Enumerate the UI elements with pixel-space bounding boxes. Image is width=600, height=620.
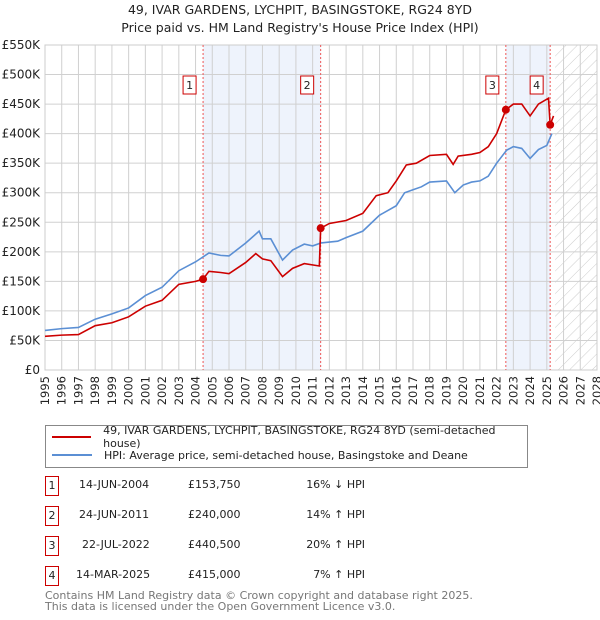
sale-label-box — [485, 75, 500, 95]
sale-number: 1 — [45, 476, 59, 496]
y-tick-label: £0 — [25, 363, 40, 377]
sale-number: 3 — [45, 536, 59, 556]
x-tick-label: 1997 — [71, 376, 85, 405]
sale-point — [546, 120, 555, 129]
sale-hpi-diff: 7% ↑ HPI — [313, 568, 365, 581]
x-tick-label: 2013 — [339, 376, 353, 405]
sale-label: 1 — [186, 79, 193, 92]
x-tick-label: 2026 — [557, 376, 571, 405]
sale-date: 22-JUL-2022 — [82, 538, 150, 551]
y-tick-label: £200K — [2, 245, 42, 259]
x-tick-label: 2023 — [506, 376, 520, 405]
sale-price: £440,500 — [188, 538, 241, 551]
x-tick-label: 1996 — [55, 376, 69, 405]
sale-price: £240,000 — [188, 508, 241, 521]
sale-row: 4 14-MAR-2025 £415,000 7% ↑ HPI — [45, 566, 445, 586]
x-tick-label: 1999 — [105, 376, 119, 405]
x-tick-label: 2027 — [573, 376, 587, 405]
x-tick-label: 2004 — [189, 376, 203, 405]
legend-swatch-hpi — [52, 454, 92, 456]
chart-subtitle: Price paid vs. HM Land Registry's House … — [121, 20, 479, 35]
x-tick-label: 2018 — [423, 376, 437, 405]
property-line — [44, 96, 555, 338]
sale-date: 14-MAR-2025 — [76, 568, 151, 581]
sale-label: 3 — [489, 79, 496, 92]
sale-row: 3 22-JUL-2022 £440,500 20% ↑ HPI — [45, 536, 445, 556]
x-tick-label: 2014 — [356, 376, 370, 405]
sale-hpi-diff: 20% ↑ HPI — [306, 538, 365, 551]
shaded-period — [203, 45, 321, 370]
chart-title: 49, IVAR GARDENS, LYCHPIT, BASINGSTOKE, … — [127, 2, 473, 17]
legend-property: 49, IVAR GARDENS, LYCHPIT, BASINGSTOKE, … — [103, 424, 496, 450]
sale-number: 2 — [45, 506, 59, 526]
x-tick-label: 2016 — [389, 376, 403, 405]
x-tick-label: 2025 — [540, 376, 554, 405]
footer-line1: Contains HM Land Registry data © Crown c… — [45, 589, 473, 602]
x-tick-label: 2010 — [289, 376, 303, 405]
x-tick-label: 2000 — [122, 376, 136, 405]
x-tick-label: 1998 — [88, 376, 102, 405]
price-chart: 1995 1996 1997 1998 1999 2000 2001 2002 2003 2004… — [2, 38, 600, 405]
x-tick-label: 2028 — [590, 376, 600, 405]
legend-swatch-property — [52, 436, 92, 438]
sale-row: 2 24-JUN-2011 £240,000 14% ↑ HPI — [45, 506, 445, 526]
sale-label-box — [300, 75, 315, 95]
y-tick-label: £350K — [2, 156, 42, 170]
x-tick-label: 2009 — [272, 376, 286, 405]
legend: 49, IVAR GARDENS, LYCHPIT, BASINGSTOKE, … — [45, 424, 528, 468]
x-tick-label: 2012 — [322, 376, 336, 405]
x-tick-label: 2024 — [523, 376, 537, 405]
x-tick-label: 2022 — [490, 376, 504, 405]
x-tick-label: 2002 — [155, 376, 169, 405]
sale-point — [316, 224, 325, 233]
y-tick-label: £300K — [2, 186, 42, 200]
y-tick-label: £50K — [9, 333, 41, 347]
y-tick-label: £450K — [2, 97, 42, 111]
sale-hpi-diff: 14% ↑ HPI — [306, 508, 365, 521]
sale-label: 4 — [533, 79, 540, 92]
x-tick-label: 2005 — [205, 376, 219, 405]
sale-point — [501, 105, 510, 114]
footer: Contains HM Land Registry data © Crown c… — [45, 590, 473, 612]
x-tick-label: 2006 — [222, 376, 236, 405]
x-tick-label: 2017 — [406, 376, 420, 405]
x-tick-label: 2003 — [172, 376, 186, 405]
sale-label: 2 — [304, 79, 311, 92]
sale-hpi-diff: 16% ↓ HPI — [306, 478, 365, 491]
y-tick-label: £550K — [2, 38, 42, 52]
sale-label-box — [529, 75, 544, 95]
x-tick-label: 2008 — [255, 376, 269, 405]
sale-price: £153,750 — [188, 478, 241, 491]
sale-price: £415,000 — [188, 568, 241, 581]
x-tick-label: 2021 — [473, 376, 487, 405]
sale-label-box — [182, 75, 197, 95]
y-tick-label: £500K — [2, 68, 42, 82]
forecast-hatch — [555, 45, 597, 370]
legend-hpi: HPI: Average price, semi-detached house,… — [104, 448, 468, 462]
x-tick-label: 1995 — [38, 376, 52, 405]
x-tick-label: 2019 — [439, 376, 453, 405]
sale-point — [199, 275, 208, 284]
x-tick-label: 2011 — [306, 376, 320, 405]
x-tick-label: 2020 — [456, 376, 470, 405]
sale-row: 1 14-JUN-2004 £153,750 16% ↓ HPI — [45, 476, 445, 496]
hpi-line — [44, 133, 553, 332]
y-tick-label: £250K — [2, 215, 42, 229]
sale-date: 24-JUN-2011 — [79, 508, 150, 521]
x-tick-label: 2015 — [373, 376, 387, 405]
y-tick-label: £150K — [2, 274, 42, 288]
sale-date: 14-JUN-2004 — [79, 478, 150, 491]
y-tick-label: £100K — [2, 304, 42, 318]
x-tick-label: 2007 — [239, 376, 253, 405]
sale-number: 4 — [45, 566, 59, 586]
x-tick-label: 2001 — [138, 376, 152, 405]
y-tick-label: £400K — [2, 127, 42, 141]
footer-line2: This data is licensed under the Open Gov… — [45, 600, 396, 613]
